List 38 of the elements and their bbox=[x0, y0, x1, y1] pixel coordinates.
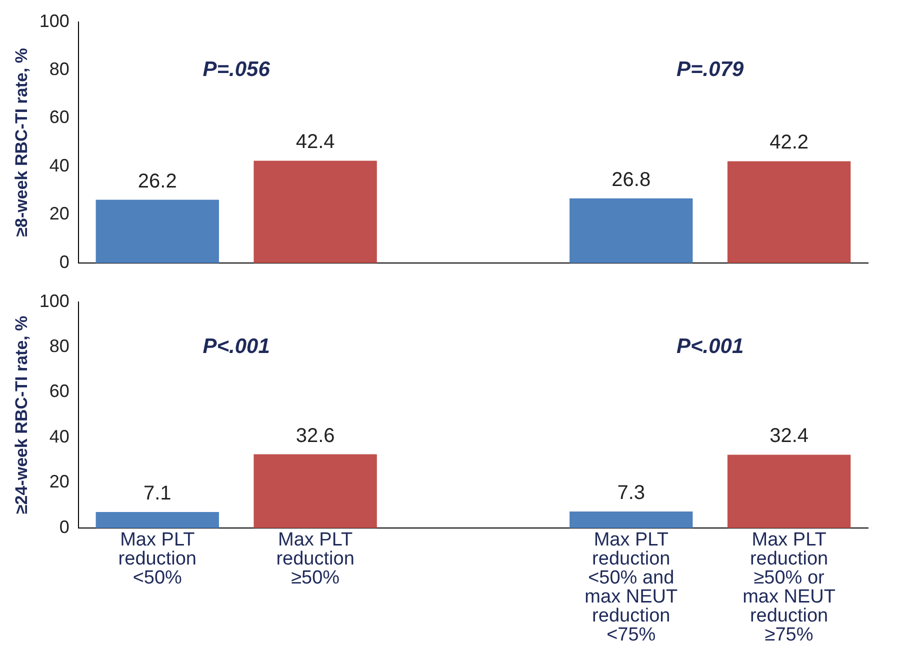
y-tick-label: 100 bbox=[39, 10, 70, 31]
data-label: 42.4 bbox=[296, 131, 335, 154]
bar bbox=[96, 512, 219, 528]
y-tick-label: 20 bbox=[49, 472, 70, 492]
data-label: 26.8 bbox=[612, 168, 651, 191]
data-label: 32.6 bbox=[296, 424, 335, 447]
y-axis-title: ≥24-week RBC-TI rate, % bbox=[12, 316, 31, 514]
y-tick-label: 0 bbox=[59, 252, 70, 272]
y-tick-label: 80 bbox=[49, 59, 70, 80]
bar bbox=[727, 161, 851, 263]
x-tick-label: Max PLT reduction <50% bbox=[118, 530, 196, 589]
bar bbox=[254, 454, 377, 528]
data-label: 32.4 bbox=[770, 425, 809, 448]
y-tick-label: 40 bbox=[49, 155, 70, 176]
y-tick-label: 0 bbox=[59, 516, 70, 537]
bar bbox=[727, 454, 851, 528]
bar bbox=[254, 160, 377, 263]
x-tick-label: Max PLT reduction ≥50% bbox=[276, 530, 354, 589]
y-tick-label: 60 bbox=[49, 381, 70, 402]
bar bbox=[570, 198, 693, 263]
x-tick-label: Max PLT reduction <50% and max NEUT reduction <75% bbox=[584, 530, 678, 646]
y-tick-label: 100 bbox=[39, 290, 70, 311]
data-label: 26.2 bbox=[138, 170, 177, 192]
y-tick-label: 80 bbox=[49, 336, 70, 356]
data-label: 7.3 bbox=[617, 482, 646, 504]
y-tick-label: 60 bbox=[49, 107, 70, 128]
annotation: P=.056 bbox=[202, 58, 270, 81]
annotation: P=.079 bbox=[676, 58, 744, 81]
annotation: P<.001 bbox=[202, 334, 270, 358]
y-axis-title: ≥8-week RBC-TI rate, % bbox=[12, 48, 31, 237]
annotation: P<.001 bbox=[676, 334, 744, 358]
y-tick-label: 20 bbox=[49, 204, 70, 224]
data-label: 7.1 bbox=[143, 482, 172, 504]
bar bbox=[570, 511, 693, 528]
bar bbox=[96, 200, 219, 263]
y-tick-label: 40 bbox=[49, 426, 70, 446]
data-label: 42.2 bbox=[770, 132, 809, 154]
x-tick-label: Max PLT reduction ≥50% or max NEUT reduction ≥75% bbox=[742, 530, 836, 646]
